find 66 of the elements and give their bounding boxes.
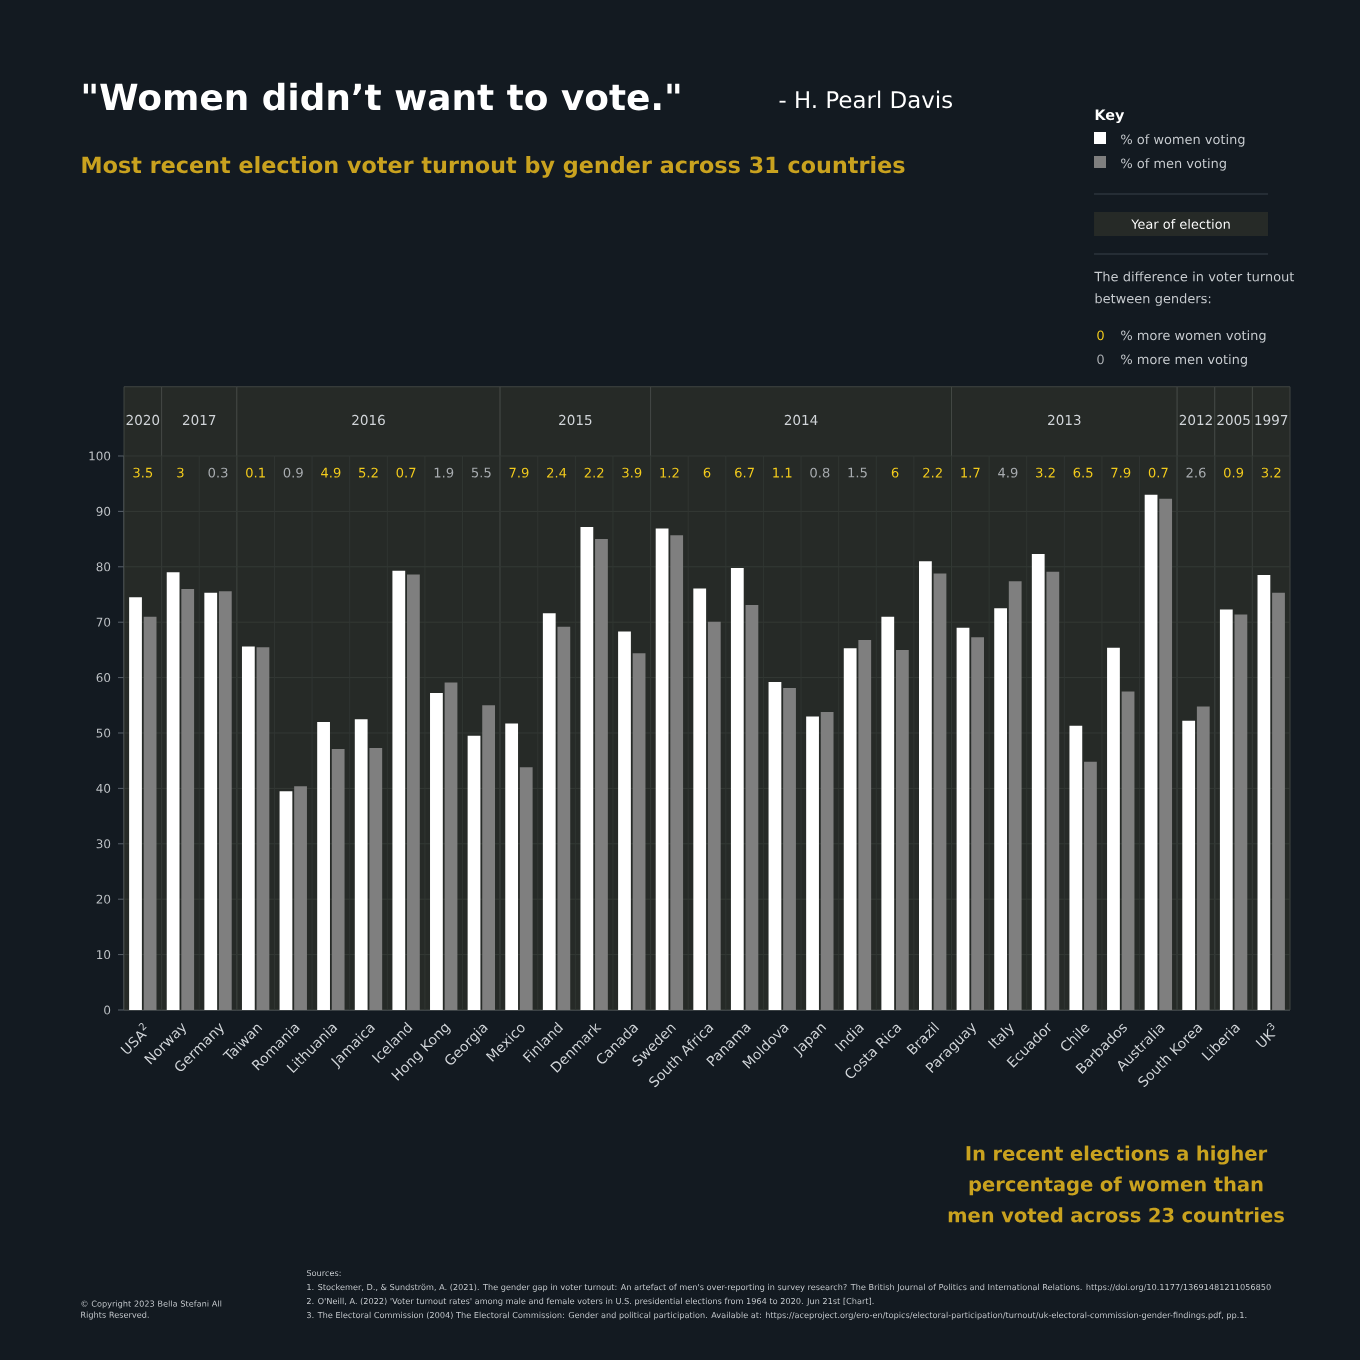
bar [542, 613, 556, 1010]
bar [1121, 691, 1135, 1010]
bar [166, 572, 180, 1010]
bar [1272, 592, 1285, 1010]
bar [331, 749, 345, 1010]
bar [895, 649, 909, 1010]
bar [1046, 571, 1060, 1010]
bar [294, 786, 307, 1010]
bar [693, 588, 707, 1010]
bar [919, 561, 932, 1010]
bar [994, 608, 1008, 1010]
bar [632, 653, 646, 1010]
bar [143, 616, 157, 1010]
bar [858, 639, 872, 1010]
bar [181, 588, 195, 1010]
bar [505, 723, 519, 1010]
bar [806, 716, 819, 1010]
bar [580, 526, 594, 1010]
bar [557, 626, 571, 1010]
bar [843, 648, 857, 1010]
bar [444, 682, 458, 1010]
bar [369, 747, 383, 1010]
chart-subtitle: Most recent election voter turnout by gender across 31 countries [82, 156, 905, 178]
bar [933, 573, 947, 1010]
bar [595, 539, 608, 1010]
bar [768, 682, 782, 1010]
bar [783, 688, 796, 1010]
bar [730, 567, 744, 1010]
bar [618, 631, 631, 1010]
bar [407, 574, 420, 1010]
text: In recent elections a higher percentage of women than men voted across 23 countries [948, 1145, 1284, 1223]
bar [392, 570, 406, 1010]
bar [1182, 720, 1196, 1010]
bar [256, 647, 270, 1010]
bar [317, 721, 330, 1010]
bar [218, 591, 232, 1010]
bar [820, 711, 834, 1010]
bar [670, 535, 684, 1010]
bar [467, 735, 481, 1010]
bar [430, 693, 443, 1010]
bar [655, 528, 669, 1010]
bar [482, 705, 496, 1010]
bar [707, 621, 721, 1010]
bar [1107, 647, 1120, 1010]
bar [129, 597, 142, 1010]
bar [279, 791, 293, 1010]
bar [1031, 554, 1045, 1010]
bar [881, 616, 895, 1010]
bar [1219, 609, 1233, 1010]
bar [1257, 575, 1271, 1010]
text: - H. Pearl Davis [779, 90, 952, 109]
bar [1159, 498, 1173, 1010]
bar [1069, 725, 1083, 1010]
bar [956, 627, 970, 1010]
bar [241, 646, 255, 1010]
bar [1008, 581, 1022, 1010]
bar [1084, 761, 1097, 1010]
bar [204, 592, 218, 1010]
bar [519, 767, 533, 1010]
bar [354, 719, 368, 1010]
bar [1196, 706, 1210, 1010]
bar [1144, 494, 1158, 1010]
bar [971, 637, 984, 1010]
bar [745, 605, 759, 1010]
chart-title: "Women didn’t want to vote." [83, 82, 680, 111]
bar [1234, 614, 1248, 1010]
